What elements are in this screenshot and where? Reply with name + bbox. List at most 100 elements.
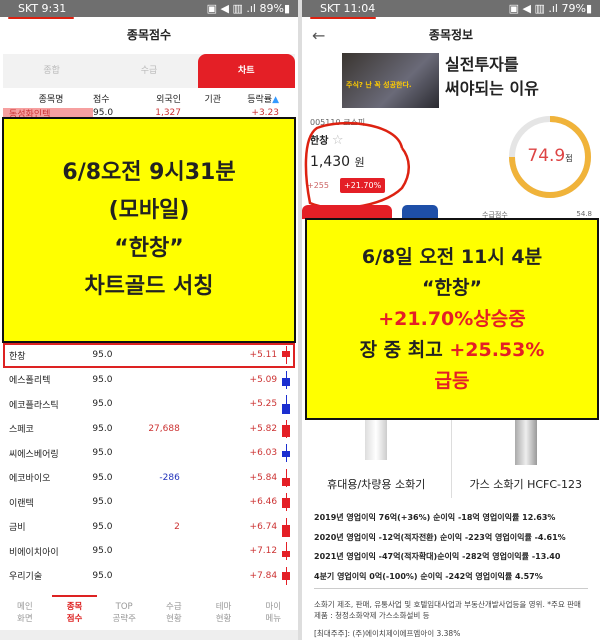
table-row[interactable]: 한창 95.0 +5.11 — [3, 343, 295, 368]
annotation-box: 6/8오전 9시31분 (모바일) “한창” 차트골드 서칭 — [2, 117, 296, 343]
bottom-nav: 메인 화면 종목 점수 TOP 공략주 수급 현황 테마 현황 마이 메뉴 — [0, 595, 298, 631]
nav-item[interactable]: 메인 화면 — [17, 602, 33, 624]
profit-line: 2020년 영업이익 -12억(적자전환) 순이익 -223억 영업이익률 -4… — [314, 533, 566, 542]
product-item: 휴대용/차량용 소화기 — [302, 420, 452, 498]
supply-score: 수급점수 54.8 — [482, 210, 592, 219]
stock-name: 금비 — [9, 523, 26, 534]
overlay-line: (모바일) — [108, 198, 190, 223]
stock-name: 우리기술 — [9, 572, 43, 583]
nav-item[interactable]: 테마 현황 — [215, 602, 232, 624]
nav-item[interactable]: 마이 메뉴 — [265, 602, 282, 624]
col-foreign[interactable]: 외국인 — [156, 94, 181, 105]
overlay-line: “한창” — [422, 276, 482, 299]
col-name[interactable]: 종목명 — [38, 94, 64, 105]
tab-supply[interactable]: 수급 — [140, 66, 158, 76]
col-change[interactable]: 등락률▲ — [247, 94, 279, 105]
candle-icon — [282, 566, 291, 585]
col-score[interactable]: 점수 — [93, 94, 110, 105]
score-gauge — [509, 116, 591, 198]
table-row[interactable]: 금비 95.0 2 +6.74 — [3, 515, 295, 540]
score: 95.0 — [92, 448, 113, 459]
overlay-line: 6/8오전 9시31분 — [62, 160, 236, 185]
stock-price: 1,430 원 — [310, 154, 365, 170]
page-title: 종목정보 — [428, 28, 474, 42]
change: +6.74 — [249, 521, 278, 532]
candle-icon — [282, 468, 291, 487]
change: +6.46 — [249, 497, 278, 508]
product-label: 휴대용/차량용 소화기 — [327, 478, 426, 491]
banner-image: 주식? 난 꼭 성공한다. — [342, 53, 439, 108]
action-button[interactable] — [302, 205, 392, 219]
table-row[interactable]: 에코바이오 95.0 -286 +5.84 — [3, 466, 295, 491]
left-screen-stock-score: SKT 9:31 ▣ ◀ ▥ .ıl 89%▮ 종목점수 종합 수급 차트 종목… — [0, 0, 298, 640]
score: 95.0 — [92, 521, 113, 532]
stock-name: 에스폴리텍 — [9, 376, 51, 387]
nav-item[interactable]: TOP 공략주 — [112, 602, 136, 624]
col-inst[interactable]: 기관 — [204, 94, 221, 105]
banner-ad[interactable]: 주식? 난 꼭 성공한다. 실전투자를 써야되는 이유 — [342, 53, 562, 108]
right-screen-stock-info: SKT 11:04 ▣ ◀ ▥ .ıl 79%▮ ← 종목정보 주식? 난 꼭 … — [302, 0, 600, 640]
score: 95.0 — [92, 546, 113, 557]
score: 95.0 — [92, 423, 113, 434]
stock-name: 씨에스베어링 — [9, 449, 59, 460]
battery: ▣ ◀ ▥ .ıl 79%▮ — [508, 2, 592, 15]
nav-item[interactable]: 수급 현황 — [166, 602, 182, 624]
table-row[interactable]: 에스폴리텍 95.0 +5.09 — [3, 368, 295, 393]
change-badge: +21.70% — [340, 178, 386, 193]
table-row[interactable]: 에코플라스틱 95.0 +5.25 — [3, 392, 295, 417]
nav-item[interactable]: 종목 점수 — [50, 595, 100, 631]
change: +5.11 — [249, 350, 278, 361]
foreign: 2 — [174, 521, 180, 532]
table-row[interactable]: 이랜텍 95.0 +6.46 — [3, 490, 295, 515]
table-row[interactable]: 스페코 95.0 27,688 +5.82 — [3, 417, 295, 442]
table-row[interactable]: 우리기술 95.0 +7.84 — [3, 564, 295, 589]
tab-chart[interactable]: 차트 — [197, 54, 295, 88]
stock-table: 한창 95.0 +5.11 에스폴리텍 95.0 +5.09 에코플라스틱 95.0 +5.25… — [3, 343, 295, 588]
score: 95.0 — [92, 497, 113, 508]
overlay-line: “한창” — [114, 236, 184, 261]
table-row-partial[interactable]: 동성화인텍 95.0 1,327 +3.23 — [3, 108, 295, 118]
battery: ▣ ◀ ▥ .ıl 89%▮ — [206, 2, 290, 15]
gauge-fill — [509, 116, 591, 198]
extinguisher-image — [365, 420, 388, 460]
score: 95.0 — [92, 350, 113, 361]
foreign: 1,327 — [155, 108, 181, 118]
stock-name: 에코바이오 — [9, 474, 51, 485]
divider — [298, 0, 302, 640]
divider — [314, 588, 588, 589]
annotation-box: 6/8일 오전 11시 4분 “한창” +21.70%상승중 장 중 최고 +2… — [305, 218, 599, 420]
candle-icon — [282, 395, 291, 415]
tab-total[interactable]: 종합 — [43, 66, 60, 76]
status-bar: SKT 9:31 ▣ ◀ ▥ .ıl 89%▮ — [0, 0, 298, 19]
change: +3.23 — [251, 108, 279, 118]
stock-name: 에코플라스틱 — [9, 400, 59, 411]
stock-name: 비에이치아이 — [9, 547, 59, 558]
tab-bar: 종합 수급 차트 — [3, 54, 295, 88]
red-underline-annotation — [310, 17, 376, 19]
star-icon[interactable]: ☆ — [331, 133, 344, 148]
change: +5.09 — [249, 374, 278, 385]
table-row[interactable]: 씨에스베어링 95.0 +6.03 — [3, 441, 295, 466]
table-row[interactable]: 비에이치아이 95.0 +7.12 — [3, 539, 295, 564]
stock-name: 한창 — [9, 351, 26, 362]
candle-icon — [282, 542, 291, 561]
carrier-time: SKT 9:31 — [18, 2, 67, 15]
profit-line: 2019년 영업이익 76억(+36%) 순이익 -18억 영업이익률 12.6… — [314, 513, 556, 522]
product-label: 가스 소화기 HCFC-123 — [469, 478, 583, 491]
overlay-line: 6/8일 오전 11시 4분 — [361, 245, 543, 268]
red-circle-annotation — [304, 122, 410, 210]
overlay-line: 차트골드 서칭 — [84, 274, 214, 299]
stock-name: 한창 ☆ — [310, 133, 344, 148]
candle-icon — [282, 419, 291, 438]
carrier-time: SKT 11:04 — [320, 2, 376, 15]
score: 95.0 — [93, 108, 114, 118]
product-item: 가스 소화기 HCFC-123 — [452, 420, 600, 498]
back-arrow-icon[interactable]: ← — [312, 26, 326, 45]
banner-headline: 써야되는 이유 — [445, 79, 539, 98]
major-shareholder: [최대주주]: (주)에이치제이에프엠아이 3.38% — [314, 629, 461, 638]
table-header: 종목명 점수 외국인 기관 등락률▲ — [3, 88, 295, 108]
change: +5.82 — [249, 423, 278, 434]
company-description: 소화기 제조, 판매, 유통사업 및 호텔임대사업과 부동산개발사업등을 영위.… — [314, 600, 581, 620]
score: 95.0 — [92, 374, 113, 385]
action-button[interactable] — [402, 205, 438, 219]
